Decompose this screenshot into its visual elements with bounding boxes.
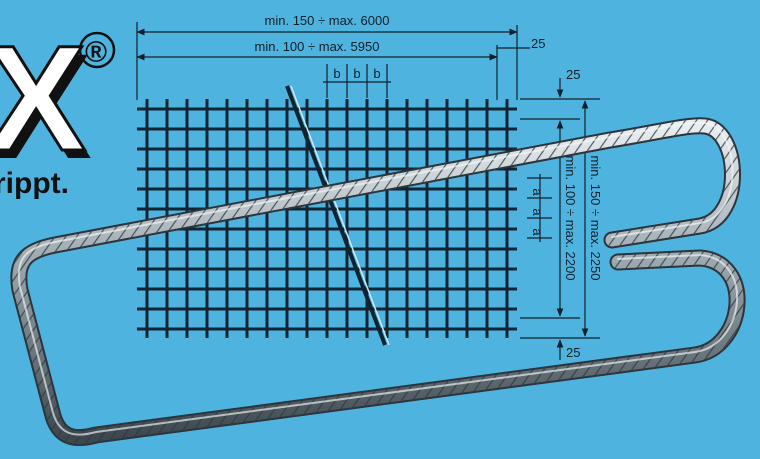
tagline-fragment: rippt. bbox=[0, 167, 69, 200]
ribbed-steel-bar bbox=[10, 117, 746, 447]
length-overhang-label: 25 bbox=[531, 36, 545, 51]
brand-logo: X X ® rippt. bbox=[0, 13, 116, 200]
length-dimensions bbox=[136, 22, 530, 100]
top-overhang-label: 25 bbox=[566, 67, 580, 82]
logo-letter-shadow: X bbox=[0, 22, 92, 190]
width-dimensions bbox=[520, 78, 600, 360]
mesh-diagonal-line bbox=[285, 85, 387, 346]
registered-circle-icon bbox=[78, 31, 116, 69]
total-width-label: min. 150 ÷ max. 2250 bbox=[588, 156, 603, 281]
total-length-label: min. 150 ÷ max. 6000 bbox=[265, 13, 390, 28]
mesh-diagonal-highlight bbox=[290, 85, 390, 346]
spacing-b-label-1: b bbox=[333, 66, 340, 81]
registered-mark: ® bbox=[85, 36, 107, 69]
spacing-a-label-1: a bbox=[530, 188, 545, 196]
spacing-a-label-3: a bbox=[530, 228, 545, 236]
inner-length-label: min. 100 ÷ max. 5950 bbox=[255, 39, 380, 54]
inner-width-label: min. 100 ÷ max. 2200 bbox=[563, 156, 578, 281]
spacing-a-label-2: a bbox=[530, 208, 545, 216]
logo-letter: X bbox=[0, 14, 86, 182]
bottom-overhang-label: 25 bbox=[566, 345, 580, 360]
spacing-b-label-3: b bbox=[373, 66, 380, 81]
spacing-b-label-2: b bbox=[353, 66, 360, 81]
